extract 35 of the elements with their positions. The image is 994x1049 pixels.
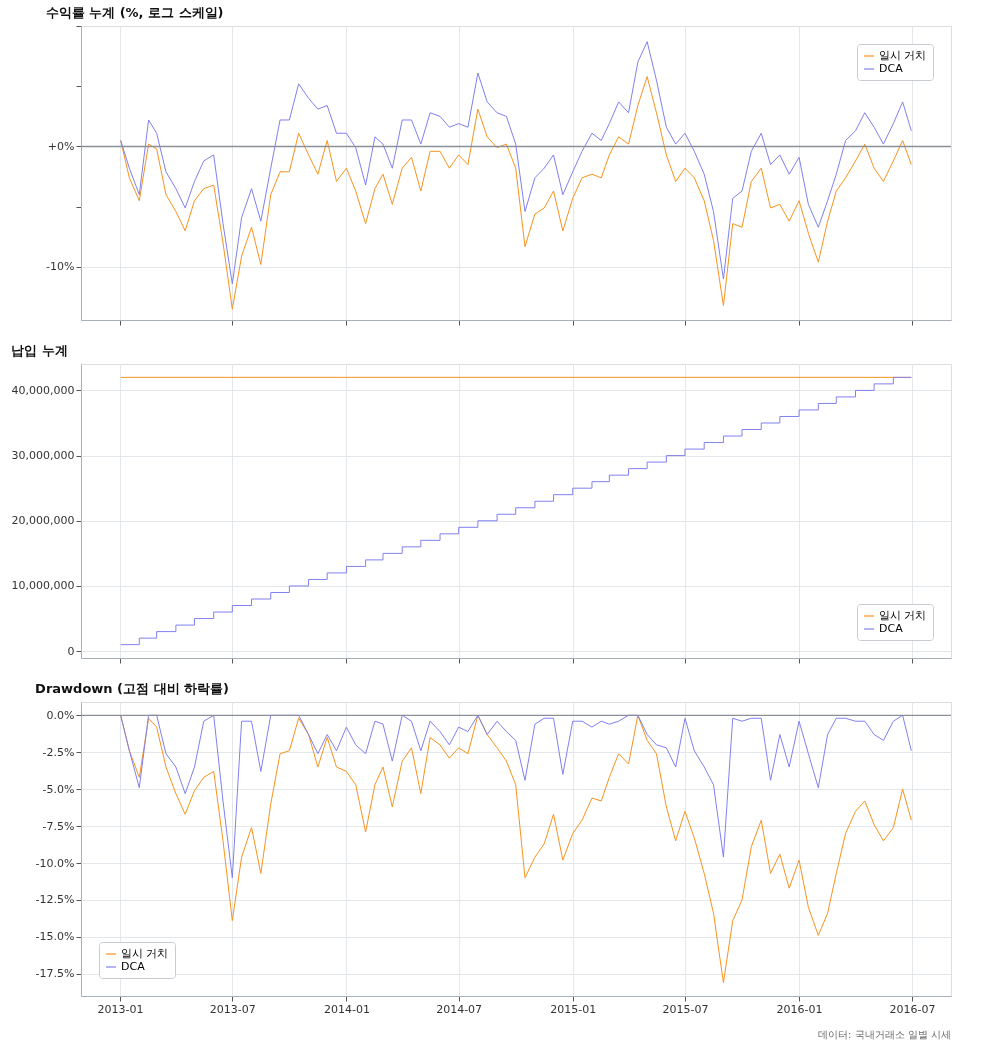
- x-tick-label: 2014-01: [323, 1002, 370, 1016]
- y-tick-label: 30,000,000: [11, 449, 75, 463]
- legend-label: 일시 거치: [879, 49, 927, 62]
- y-tick-label: -12.5%: [35, 893, 75, 907]
- y-tick-label: 0.0%: [46, 708, 75, 722]
- x-tick-label: 2014-07: [436, 1002, 483, 1016]
- legend-label: 일시 거치: [121, 947, 169, 960]
- y-tick-label: 20,000,000: [11, 514, 75, 528]
- y-tick-label: 40,000,000: [11, 383, 75, 397]
- y-tick-label: 10,000,000: [11, 579, 75, 593]
- legend-label: DCA: [879, 622, 904, 635]
- legend-label: DCA: [879, 62, 904, 75]
- y-tick-label: -2.5%: [42, 745, 75, 759]
- line-series: [120, 76, 912, 310]
- legend-label: DCA: [121, 960, 146, 973]
- y-tick-label: -5.0%: [42, 782, 75, 796]
- x-tick-label: 2016-01: [776, 1002, 823, 1016]
- y-tick-label: -7.5%: [42, 819, 75, 833]
- text: 데이터: 국내거래소 일별 시세: [818, 1029, 951, 1040]
- y-tick-label: -10.0%: [35, 856, 75, 870]
- legend-label: 일시 거치: [879, 609, 927, 622]
- y-tick-label: -17.5%: [35, 967, 75, 981]
- y-tick-label: -15.0%: [35, 930, 75, 944]
- y-tick-label: 0: [67, 644, 75, 658]
- x-tick-label: 2016-07: [889, 1002, 936, 1016]
- chart-title: Drawdown (고점 대비 하락률): [35, 681, 230, 696]
- x-tick-label: 2015-07: [662, 1002, 709, 1016]
- line-series: [120, 714, 912, 879]
- x-tick-label: 2015-01: [550, 1002, 597, 1016]
- x-tick-label: 2013-07: [209, 1002, 256, 1016]
- y-tick-label: +0%: [47, 139, 75, 153]
- y-tick-label: -10%: [46, 260, 75, 274]
- x-tick-label: 2013-01: [97, 1002, 144, 1016]
- chart-title: 수익률 누계 (%, 로그 스케일): [45, 4, 224, 20]
- chart-title: 납입 누계: [11, 343, 68, 358]
